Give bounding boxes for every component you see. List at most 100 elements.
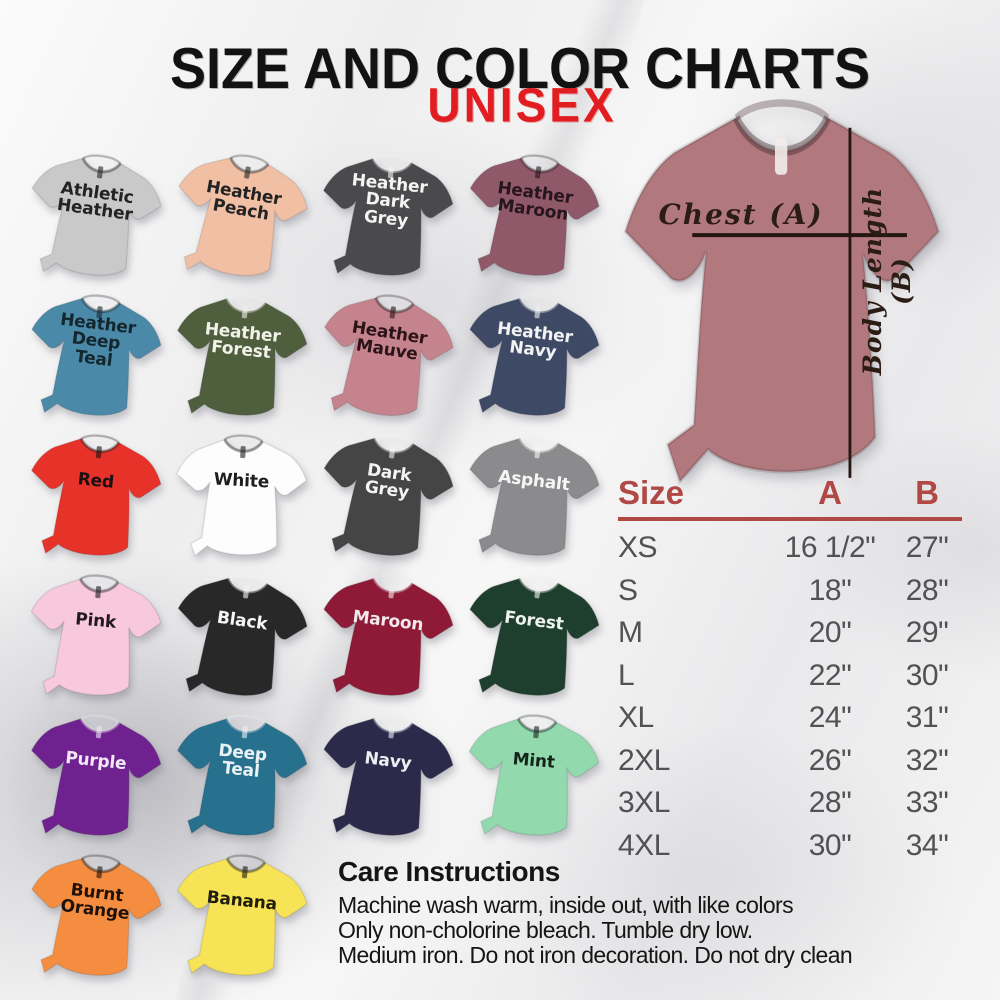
shirt-heather-dark-grey: Heather Dark Grey bbox=[314, 146, 460, 286]
neck-tag bbox=[242, 586, 250, 599]
shirt-forest: Forest bbox=[460, 566, 606, 706]
neck-tag bbox=[95, 446, 102, 459]
neck-tag bbox=[95, 586, 102, 599]
shirt-asphalt: Asphalt bbox=[460, 426, 606, 566]
size-table-row: L 22" 30" bbox=[618, 655, 962, 698]
size-cell: 2XL bbox=[618, 743, 670, 777]
size-table-row: 3XL 28" 33" bbox=[618, 782, 962, 825]
neck-tag bbox=[533, 726, 540, 739]
neck-tag bbox=[241, 866, 248, 879]
chest-cell: 22" bbox=[808, 658, 852, 692]
tshirt-graphic bbox=[30, 574, 162, 696]
chest-cell: 20" bbox=[808, 616, 852, 650]
neck-tag bbox=[388, 446, 396, 459]
tshirt-graphic bbox=[323, 294, 454, 416]
tshirt-graphic bbox=[323, 714, 454, 836]
neck-tag bbox=[774, 137, 788, 175]
shirt-red: Red bbox=[22, 426, 168, 566]
care-line-3: Medium iron. Do not iron decoration. Do … bbox=[338, 942, 853, 968]
shirt-color-label: White bbox=[213, 469, 270, 493]
tshirt-graphic bbox=[469, 574, 600, 696]
size-table-header: Size A B bbox=[618, 474, 962, 521]
shirt-heather-mauve: Heather Mauve bbox=[314, 286, 460, 426]
chest-cell: 28" bbox=[808, 786, 852, 820]
length-cell: 29" bbox=[905, 616, 949, 650]
neck-tag bbox=[240, 445, 246, 459]
chest-cell: 18" bbox=[808, 573, 852, 607]
length-cell: 28" bbox=[905, 573, 949, 607]
shirt-heather-deep-teal: Heather Deep Teal bbox=[22, 286, 168, 426]
size-table-row: XS 16 1/2" 27" bbox=[618, 527, 962, 570]
size-cell: XL bbox=[618, 701, 654, 735]
care-line-2: Only non-cholorine bleach. Tumble dry lo… bbox=[338, 917, 753, 943]
shirt-mint: Mint bbox=[460, 706, 606, 846]
size-cell: L bbox=[618, 658, 635, 692]
size-table-body: XS 16 1/2" 27" S 18" 28" M 20" 29" L 22"… bbox=[618, 521, 962, 867]
tshirt-graphic bbox=[178, 154, 308, 277]
shirt-white: White bbox=[168, 426, 314, 566]
length-cell: 32" bbox=[905, 743, 949, 777]
tshirt-graphic bbox=[469, 294, 600, 416]
tshirt-graphic bbox=[322, 154, 454, 276]
size-column-header: Size bbox=[618, 474, 685, 511]
neck-tag bbox=[96, 306, 103, 319]
neck-tag bbox=[388, 726, 395, 739]
size-cell: M bbox=[618, 616, 643, 650]
tshirt-graphic bbox=[31, 154, 162, 276]
care-instructions: Care Instructions Machine wash warm, ins… bbox=[338, 856, 998, 968]
shirt-navy: Navy bbox=[314, 706, 460, 846]
size-cell: S bbox=[618, 573, 638, 607]
length-cell: 31" bbox=[905, 701, 949, 735]
length-column-header: B bbox=[915, 474, 939, 511]
care-heading: Care Instructions bbox=[338, 856, 560, 887]
chest-cell: 26" bbox=[808, 743, 852, 777]
size-table-row: 2XL 26" 32" bbox=[618, 740, 962, 783]
size-cell: 4XL bbox=[618, 828, 670, 862]
chest-cell: 24" bbox=[808, 701, 852, 735]
chest-cell: 30" bbox=[808, 828, 852, 862]
neck-tag bbox=[389, 306, 397, 319]
tshirt-graphic bbox=[31, 294, 162, 416]
length-cell: 30" bbox=[905, 658, 949, 692]
shirt-purple: Purple bbox=[22, 706, 168, 846]
neck-tag bbox=[95, 726, 102, 739]
tshirt-graphic bbox=[30, 714, 162, 836]
shirt-black: Black bbox=[168, 566, 314, 706]
tshirt-graphic bbox=[468, 714, 600, 836]
length-cell: 34" bbox=[905, 828, 949, 862]
subtitle-unisex: UNISEX bbox=[427, 77, 617, 133]
tshirt-graphic bbox=[176, 434, 308, 557]
shirt-heather-navy: Heather Navy bbox=[460, 286, 606, 426]
neck-tag bbox=[241, 726, 248, 739]
shirt-heather-forest: Heather Forest bbox=[168, 286, 314, 426]
size-table-row: M 20" 29" bbox=[618, 612, 962, 655]
neck-tag bbox=[244, 166, 251, 179]
measurement-shirt: Chest (A) Body Length (B) bbox=[606, 98, 958, 494]
tshirt-graphic bbox=[323, 434, 454, 556]
neck-tag bbox=[534, 586, 541, 599]
chest-measure-label: Chest (A) bbox=[658, 198, 824, 231]
color-grid: Athletic Heather Heather Peach Heather D… bbox=[22, 146, 606, 986]
length-cell: 27" bbox=[905, 531, 949, 565]
size-table-row: 4XL 30" 34" bbox=[618, 825, 962, 868]
shirt-burnt-orange: Burnt Orange bbox=[22, 846, 168, 986]
shirt-pink: Pink bbox=[22, 566, 168, 706]
care-line-1: Machine wash warm, inside out, with like… bbox=[338, 892, 794, 918]
care-lines: Machine wash warm, inside out, with like… bbox=[338, 893, 998, 968]
tshirt-graphic bbox=[176, 714, 308, 836]
shirt-dark-grey: Dark Grey bbox=[314, 426, 460, 566]
tshirt-graphic bbox=[177, 574, 308, 696]
shirt-heather-maroon: Heather Maroon bbox=[460, 146, 606, 286]
shirt-deep-teal: Deep Teal bbox=[168, 706, 314, 846]
neck-tag bbox=[534, 166, 542, 179]
chest-cell: 16 1/2" bbox=[784, 531, 876, 565]
tshirt-graphic bbox=[31, 854, 162, 976]
tshirt-graphic bbox=[176, 854, 308, 976]
size-table: Size A B XS 16 1/2" 27" S 18" 28" M 20" … bbox=[618, 474, 962, 867]
measurement-shirt-graphic bbox=[623, 99, 941, 485]
size-cell: XS bbox=[618, 531, 658, 565]
length-cell: 33" bbox=[905, 786, 949, 820]
neck-tag bbox=[534, 446, 541, 459]
body-length-measure-label: Body Length (B) bbox=[858, 186, 916, 376]
